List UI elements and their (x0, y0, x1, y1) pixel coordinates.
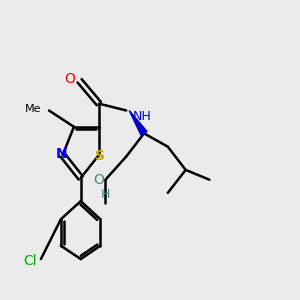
Text: O: O (64, 72, 75, 86)
Polygon shape (129, 110, 147, 135)
Text: Me: Me (25, 104, 41, 114)
Text: NH: NH (133, 110, 152, 123)
Text: H: H (101, 188, 110, 200)
Text: O: O (93, 173, 104, 187)
Text: Cl: Cl (23, 254, 37, 268)
Text: S: S (95, 148, 105, 163)
Text: N: N (56, 148, 68, 161)
